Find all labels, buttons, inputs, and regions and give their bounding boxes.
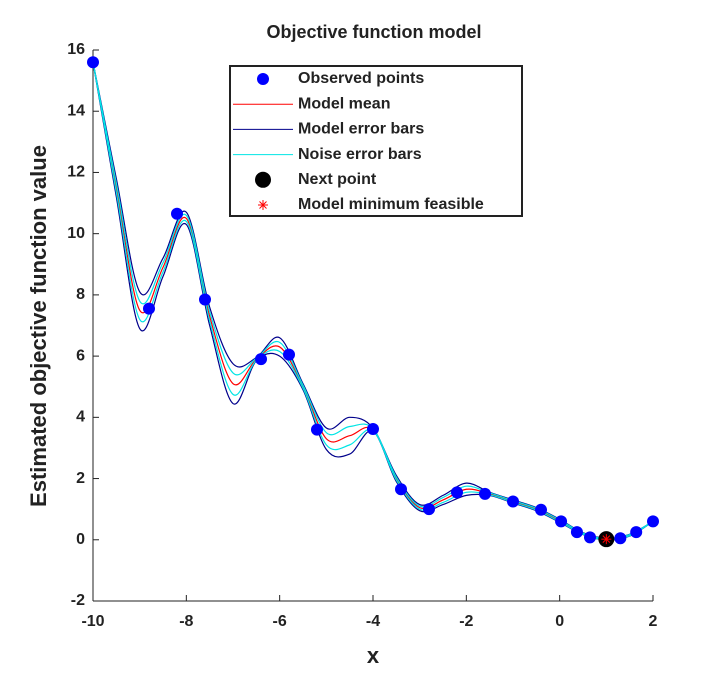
y-tick-label: 8 (76, 286, 85, 303)
x-tick-label: -4 (366, 613, 380, 630)
x-axis-label: x (367, 643, 380, 668)
observed-point (584, 531, 596, 544)
observed-point (647, 515, 659, 528)
observed-point (311, 423, 323, 436)
observed-point (423, 503, 435, 516)
observed-point (451, 486, 463, 499)
observed-point (535, 503, 547, 516)
legend-label: Model mean (298, 95, 390, 112)
legend-marker (255, 171, 271, 188)
y-axis-label: Estimated objective function value (26, 145, 51, 507)
asterisk-stroke (602, 535, 611, 544)
legend-label: Observed points (298, 70, 424, 87)
y-tick-label: 2 (76, 470, 85, 487)
legend-label: Noise error bars (298, 146, 422, 163)
y-tick-label: 0 (76, 531, 85, 548)
observed-point (630, 526, 643, 539)
observed-point (171, 207, 183, 220)
observed-point (367, 422, 379, 435)
y-tick-label: 16 (67, 41, 85, 58)
observed-point (395, 483, 407, 496)
x-tick-label: 0 (555, 613, 564, 630)
x-tick-label: 2 (649, 613, 658, 630)
asterisk (258, 200, 268, 210)
x-tick-label: -2 (459, 613, 473, 630)
observed-point (143, 302, 155, 315)
legend-label: Model error bars (298, 121, 424, 138)
curve (92, 62, 654, 540)
observed-point (555, 515, 568, 528)
x-tick-label: -6 (273, 613, 287, 630)
legend-label: Model minimum feasible (298, 196, 484, 213)
observed-point (283, 348, 295, 361)
observed-point (479, 487, 491, 500)
observed-point (255, 353, 267, 366)
x-tick-label: -10 (81, 613, 104, 630)
y-tick-label: 10 (67, 225, 85, 242)
y-tick-label: 4 (76, 409, 85, 426)
asterisk (601, 534, 612, 545)
legend-label: Next point (298, 171, 377, 188)
y-tick-label: 14 (67, 102, 85, 119)
observed-point (507, 495, 519, 508)
observed-point (614, 532, 627, 545)
observed-point (87, 56, 99, 69)
x-tick-label: -8 (179, 613, 193, 630)
y-tick-label: 6 (76, 347, 85, 364)
observed-point (199, 293, 211, 306)
observed-point (570, 526, 583, 539)
asterisk-stroke (259, 201, 267, 209)
legend-marker (257, 73, 269, 85)
y-tick-label: -2 (71, 592, 85, 609)
legend-box (229, 65, 523, 217)
chart-title: Objective function model (266, 22, 481, 42)
y-tick-label: 12 (67, 164, 85, 181)
